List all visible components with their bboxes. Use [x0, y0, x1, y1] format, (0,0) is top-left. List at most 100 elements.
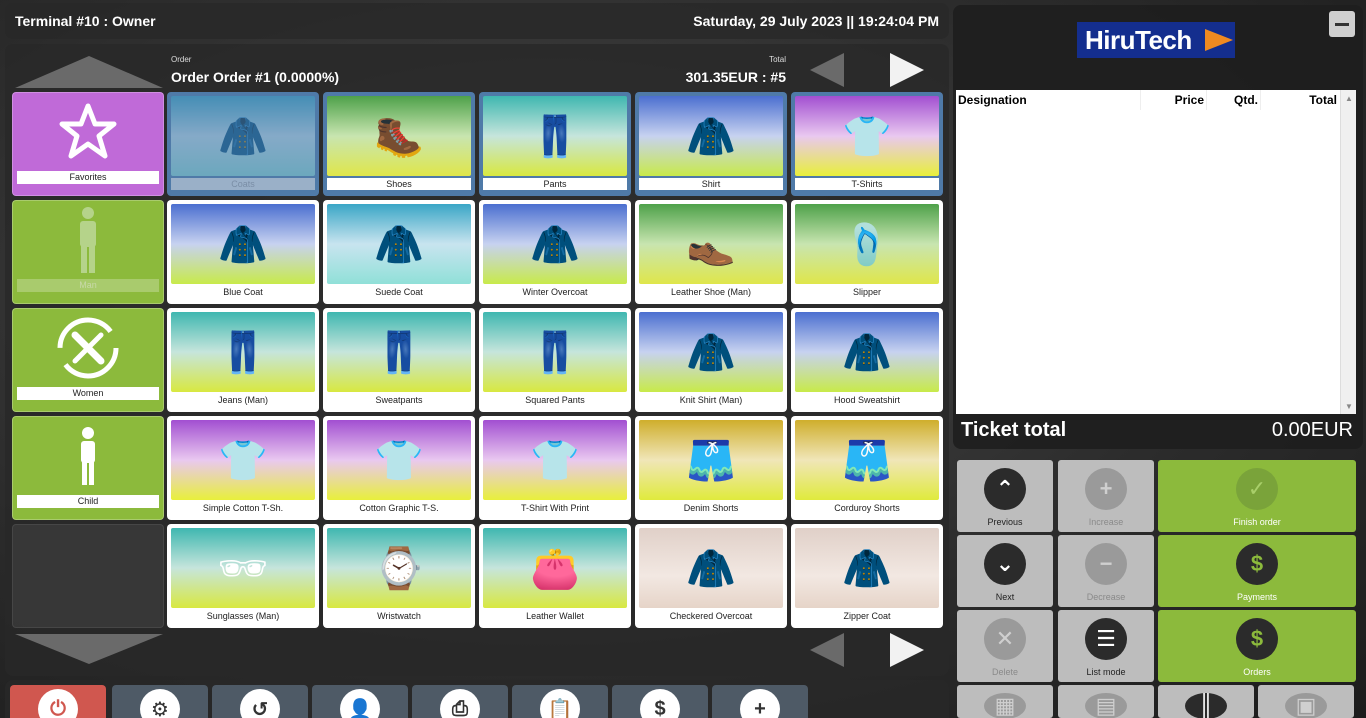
categories-scroll-up-button[interactable]: [13, 54, 165, 88]
category-label: Man: [17, 279, 159, 292]
product-label: T-Shirt With Print: [483, 500, 627, 516]
product-label: Sunglasses (Man): [171, 608, 315, 624]
partial-action-button-1[interactable]: ▦: [957, 685, 1053, 718]
list-mode-label: List mode: [1086, 667, 1126, 677]
slipper-icon: 🩴: [795, 204, 939, 284]
barcode-button[interactable]: ║: [1158, 685, 1254, 718]
col-qty: Qtd.: [1207, 90, 1261, 110]
minimize-button[interactable]: [1329, 11, 1355, 37]
product-label: Checkered Overcoat: [639, 608, 783, 624]
product-tile[interactable]: 👖 Sweatpants: [323, 308, 475, 412]
product-tile[interactable]: 🕶 Sunglasses (Man): [167, 524, 319, 628]
order-total: 301.35EUR : #5: [685, 69, 786, 85]
scroll-down-icon[interactable]: ▼: [1345, 401, 1353, 411]
coat-icon: 🧥: [639, 528, 783, 608]
product-tile[interactable]: 🧥 Winter Overcoat: [479, 200, 631, 304]
ticket-scrollbar[interactable]: ▲ ▼: [1340, 90, 1356, 414]
category-child[interactable]: Child: [12, 416, 164, 520]
product-label: Suede Coat: [327, 284, 471, 300]
previous-label: Previous: [987, 517, 1023, 527]
category-favorites[interactable]: Favorites: [12, 92, 164, 196]
product-tile[interactable]: 🥾 Shoes: [323, 92, 475, 196]
product-tile[interactable]: 🧥 Hood Sweatshirt: [791, 308, 943, 412]
user-button[interactable]: 👤: [312, 685, 408, 718]
product-tile[interactable]: 👖 Jeans (Man): [167, 308, 319, 412]
clipboard-button[interactable]: 📋: [512, 685, 608, 718]
product-label: T-Shirts: [795, 178, 939, 190]
product-label: Slipper: [795, 284, 939, 300]
product-label: Cotton Graphic T-S.: [327, 500, 471, 516]
order-name: Order Order #1 (0.0000%): [171, 69, 340, 85]
orders-label: Orders: [1243, 667, 1271, 677]
power-button[interactable]: ⏻: [10, 685, 106, 718]
new-document-button[interactable]: +: [712, 685, 808, 718]
product-tile[interactable]: 🧥 Coats: [167, 92, 319, 196]
product-tile[interactable]: 🧥 Zipper Coat: [791, 524, 943, 628]
partial-action-button-4[interactable]: ▣: [1258, 685, 1354, 718]
product-tile[interactable]: 👛 Leather Wallet: [479, 524, 631, 628]
product-tile[interactable]: 🩴 Slipper: [791, 200, 943, 304]
increase-button[interactable]: + Increase: [1058, 460, 1154, 532]
partial-action-button-2[interactable]: ▤: [1058, 685, 1154, 718]
product-tile[interactable]: 🧥 Shirt: [635, 92, 787, 196]
top-bar: Terminal #10 : Owner Saturday, 29 July 2…: [5, 3, 949, 39]
sweater-icon: 🧥: [639, 312, 783, 392]
finish-order-button[interactable]: ✓ Finish order: [1158, 460, 1356, 532]
hirutech-logo: HiruTech: [1077, 22, 1235, 58]
products-prev-page-button[interactable]: [810, 53, 844, 87]
jacket-icon: 🧥: [171, 204, 315, 284]
products-prev-page-button-bottom[interactable]: [810, 633, 844, 667]
product-tile[interactable]: 🧥 Knit Shirt (Man): [635, 308, 787, 412]
orders-icon: $: [1236, 618, 1278, 660]
orders-button[interactable]: $ Orders: [1158, 610, 1356, 682]
category-empty-slot: [12, 524, 164, 628]
jacket-icon: 🧥: [327, 204, 471, 284]
product-tile[interactable]: 👖 Pants: [479, 92, 631, 196]
ticket-total-label: Ticket total: [961, 419, 1067, 441]
ticket-panel: HiruTech Designation Price Qtd. Total ▲ …: [953, 5, 1363, 449]
ticket-table: Designation Price Qtd. Total ▲ ▼: [956, 90, 1356, 414]
products-next-page-button[interactable]: [890, 53, 924, 87]
scroll-up-icon[interactable]: ▲: [1345, 93, 1353, 103]
product-tile[interactable]: 🧥 Suede Coat: [323, 200, 475, 304]
product-tile[interactable]: 👕 T-Shirts: [791, 92, 943, 196]
dollar-icon: $: [1236, 543, 1278, 585]
product-label: Sweatpants: [327, 392, 471, 408]
product-tile[interactable]: ⌚ Wristwatch: [323, 524, 475, 628]
category-man[interactable]: Man: [12, 200, 164, 304]
product-tile[interactable]: 👖 Squared Pants: [479, 308, 631, 412]
hoodie-icon: 🧥: [795, 312, 939, 392]
shoe-icon: 👞: [639, 204, 783, 284]
product-tile[interactable]: 🩳 Corduroy Shorts: [791, 416, 943, 520]
product-tile[interactable]: 🩳 Denim Shorts: [635, 416, 787, 520]
category-women[interactable]: Women: [12, 308, 164, 412]
list-mode-button[interactable]: ☰ List mode: [1058, 610, 1154, 682]
payments-button[interactable]: $ Payments: [1158, 535, 1356, 607]
settings-button[interactable]: ⚙: [112, 685, 208, 718]
tshirt-icon: 👕: [483, 420, 627, 500]
coat-icon: 🧥: [171, 96, 315, 176]
product-tile[interactable]: 🧥 Checkered Overcoat: [635, 524, 787, 628]
printer-button[interactable]: ⎙: [412, 685, 508, 718]
product-tile[interactable]: 👞 Leather Shoe (Man): [635, 200, 787, 304]
bottom-toolbar: ⏻ ⚙ ↺ 👤 ⎙ 📋 $ +: [5, 680, 949, 718]
previous-button[interactable]: ⌃ Previous: [957, 460, 1053, 532]
product-tile[interactable]: 👕 Simple Cotton T-Sh.: [167, 416, 319, 520]
products-next-page-button-bottom[interactable]: [890, 633, 924, 667]
pants-icon: 👖: [483, 312, 627, 392]
product-tile[interactable]: 🧥 Blue Coat: [167, 200, 319, 304]
categories-scroll-down-button[interactable]: [13, 632, 165, 666]
delete-button[interactable]: ✕ Delete: [957, 610, 1053, 682]
ticket-total: Ticket total 0.00EUR: [961, 419, 1353, 442]
product-label: Jeans (Man): [171, 392, 315, 408]
next-button[interactable]: ⌄ Next: [957, 535, 1053, 607]
back-button[interactable]: ↺: [212, 685, 308, 718]
invoice-button[interactable]: $: [612, 685, 708, 718]
tshirt-icon: 👕: [795, 96, 939, 176]
decrease-button[interactable]: − Decrease: [1058, 535, 1154, 607]
decrease-label: Decrease: [1086, 592, 1126, 602]
product-tile[interactable]: 👕 T-Shirt With Print: [479, 416, 631, 520]
coat-icon: 🧥: [483, 204, 627, 284]
close-icon: ✕: [984, 618, 1026, 660]
product-tile[interactable]: 👕 Cotton Graphic T-S.: [323, 416, 475, 520]
